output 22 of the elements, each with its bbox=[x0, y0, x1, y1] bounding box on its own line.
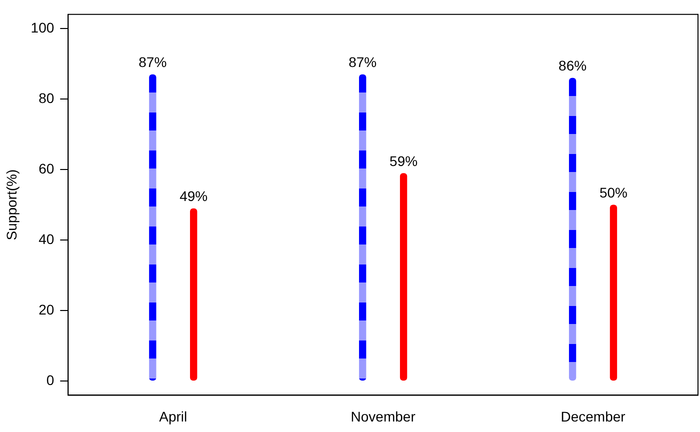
data-label: 86% bbox=[558, 58, 587, 74]
x-tick-label: November bbox=[350, 408, 416, 424]
x-tick-label: April bbox=[159, 408, 188, 424]
bar bbox=[400, 173, 408, 381]
y-tick-label: 100 bbox=[30, 19, 54, 36]
y-tick-label: 20 bbox=[38, 301, 54, 318]
x-tick-label: December bbox=[560, 408, 626, 424]
y-axis-title: Support(%) bbox=[3, 169, 20, 240]
bar bbox=[149, 74, 156, 381]
y-tick-label: 40 bbox=[38, 230, 54, 247]
data-label: 87% bbox=[138, 54, 167, 70]
data-label: 50% bbox=[599, 184, 628, 201]
data-label: 59% bbox=[390, 152, 418, 169]
y-tick-label: 0 bbox=[46, 372, 54, 388]
data-label: 49% bbox=[180, 188, 208, 204]
data-label: 87% bbox=[348, 54, 377, 70]
bar bbox=[568, 78, 576, 381]
bar bbox=[359, 74, 366, 381]
bar bbox=[190, 208, 198, 381]
bar bbox=[610, 204, 618, 381]
y-tick-label: 80 bbox=[38, 90, 54, 106]
y-tick-label: 60 bbox=[38, 160, 54, 176]
